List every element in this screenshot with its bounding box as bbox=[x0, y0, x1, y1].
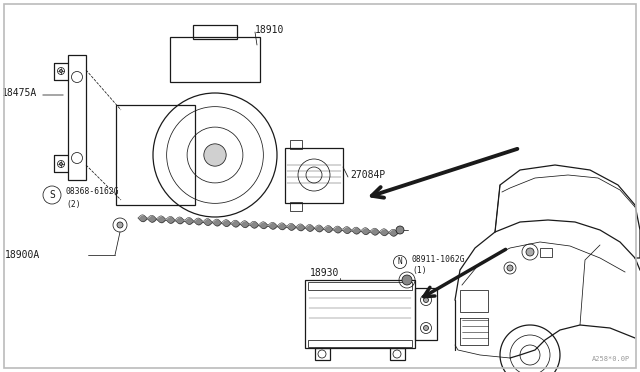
Text: (1): (1) bbox=[412, 266, 427, 276]
Text: 18910: 18910 bbox=[255, 25, 284, 35]
Circle shape bbox=[117, 222, 123, 228]
Text: 18900A: 18900A bbox=[5, 250, 40, 260]
Bar bbox=[290, 202, 302, 211]
Circle shape bbox=[396, 226, 404, 234]
Circle shape bbox=[204, 144, 226, 166]
Text: A258*0.0P: A258*0.0P bbox=[592, 356, 630, 362]
Text: N: N bbox=[397, 257, 403, 266]
Bar bbox=[193, 25, 237, 39]
Circle shape bbox=[526, 248, 534, 256]
Text: 18930: 18930 bbox=[310, 268, 339, 278]
Bar bbox=[540, 248, 552, 257]
Circle shape bbox=[60, 163, 63, 166]
Bar bbox=[290, 140, 302, 149]
Text: 18475A: 18475A bbox=[2, 88, 37, 98]
Text: (2): (2) bbox=[66, 199, 81, 208]
Bar bbox=[308, 282, 412, 290]
Text: 08911-1062G: 08911-1062G bbox=[412, 254, 466, 263]
Circle shape bbox=[424, 298, 429, 302]
Bar bbox=[170, 37, 260, 82]
Circle shape bbox=[424, 326, 429, 330]
Bar bbox=[315, 348, 330, 360]
Circle shape bbox=[402, 275, 412, 285]
Bar bbox=[305, 280, 415, 348]
Text: S: S bbox=[49, 190, 55, 200]
Circle shape bbox=[60, 70, 63, 73]
Bar bbox=[390, 348, 405, 360]
Bar bbox=[308, 340, 412, 347]
Bar bbox=[415, 288, 437, 340]
Bar bbox=[285, 148, 343, 203]
Text: 27084P: 27084P bbox=[350, 170, 385, 180]
Circle shape bbox=[507, 265, 513, 271]
Bar bbox=[68, 55, 86, 180]
Text: 08368-6162G: 08368-6162G bbox=[66, 187, 120, 196]
Bar bbox=[460, 290, 488, 312]
